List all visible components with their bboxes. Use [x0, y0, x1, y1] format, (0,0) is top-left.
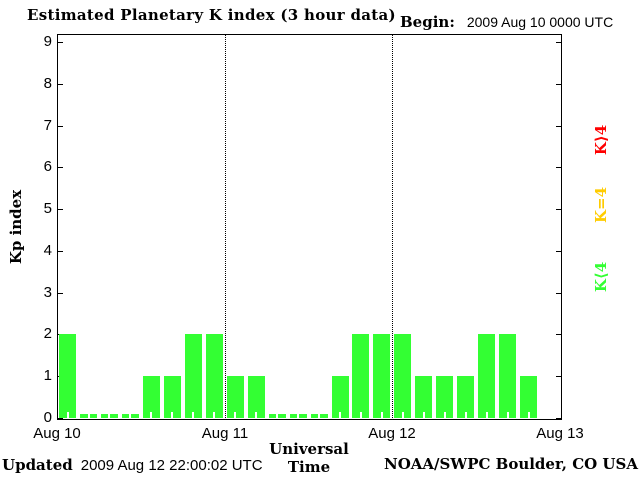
legend-item: K=4	[592, 186, 610, 224]
y-axis-title: Kp index	[7, 189, 25, 265]
y-tick-label: 1	[43, 367, 52, 384]
y-tick-label: 4	[43, 242, 52, 259]
begin-value: 2009 Aug 10 0000 UTC	[466, 14, 614, 30]
x-tick-label: Aug 10	[33, 425, 81, 442]
x-axis-title: Universal Time	[269, 440, 349, 476]
y-tick-label: 5	[43, 200, 52, 217]
updated-info: Updated 2009 Aug 12 22:00:02 UTC	[2, 456, 263, 474]
credit-text: NOAA/SWPC Boulder, CO USA	[383, 455, 638, 473]
plot-frame	[57, 34, 562, 420]
y-tick-label: 8	[43, 75, 52, 92]
y-tick-label: 7	[43, 117, 52, 134]
x-tick-label: Aug 13	[536, 425, 584, 442]
y-tick-label: 3	[43, 284, 52, 301]
begin-label: Begin:	[400, 13, 455, 31]
updated-label: Updated	[2, 456, 73, 474]
x-tick-label: Aug 11	[201, 425, 249, 442]
x-tick-label: Aug 12	[368, 425, 416, 442]
legend-item: K⟩4	[592, 124, 610, 156]
begin-info: Begin: 2009 Aug 10 0000 UTC	[400, 13, 613, 31]
updated-value: 2009 Aug 12 22:00:02 UTC	[80, 457, 263, 474]
y-tick-label: 9	[43, 33, 52, 50]
legend-item: K⟨4	[592, 261, 610, 293]
chart-title: Estimated Planetary K index (3 hour data…	[27, 6, 396, 24]
y-tick-label: 6	[43, 158, 52, 175]
y-tick-label: 0	[43, 409, 52, 426]
y-tick-label: 2	[43, 325, 52, 342]
